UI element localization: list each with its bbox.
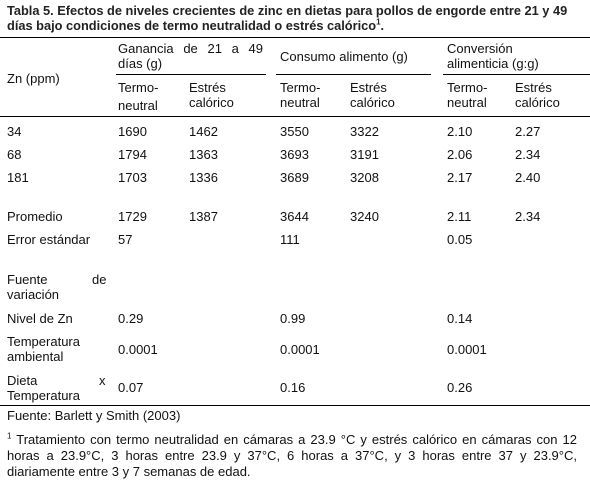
subheader-consumo-termo-l2: neutral [280,95,320,110]
cell-consumo-termo: 3693 [280,147,309,162]
subheader-ganancia-termo-l1: Termo- [118,80,159,95]
cell-ganancia-error: 57 [118,232,133,247]
cell-ganancia-estres: 1336 [189,170,218,185]
cell-consumo-p: 0.99 [280,311,306,326]
cell-consumo-error: 111 [280,232,300,247]
cell-conversion-estres: 2.40 [515,170,541,185]
cell-conversion-error: 0.05 [447,232,473,247]
cell-dieta-word: Dieta [7,373,38,388]
cell-conversion-estres: 2.27 [515,124,541,139]
header-conversion-line1: Conversión [447,41,513,56]
table-top-rule [0,37,590,38]
cell-ganancia-termo: 1729 [118,209,147,224]
cell-conversion-termo: 2.10 [447,124,473,139]
cell-conversion-p: 0.26 [447,380,473,395]
subheader-consumo-termo-l1: Termo- [280,80,321,95]
de-word: de [92,272,107,287]
cell-conversion-estres: 2.34 [515,209,541,224]
subheader-conversion-termo-l1: Termo- [447,80,488,95]
cell-ganancia-p: 0.07 [118,380,144,395]
cell-ganancia-p: 0.0001 [118,342,158,357]
header-conversion-line2: alimenticia (g:g) [447,56,539,71]
cell-ganancia-p: 0.29 [118,311,144,326]
cell-consumo-estres: 3191 [350,147,379,162]
cell-ganancia-termo: 1703 [118,170,147,185]
subheader-ganancia-estres-l1: Estrés [189,80,226,95]
cell-ganancia-termo: 1690 [118,124,147,139]
cell-conversion-estres: 2.34 [515,147,541,162]
conversion-group-rule [443,74,590,75]
variacion-word: variación [7,287,60,302]
header-ganancia-line2: días (g) [118,56,163,71]
cell-ganancia-termo: 1794 [118,147,147,162]
cell-temperatura-label-l2: ambiental [7,349,64,364]
cell-consumo-estres: 3208 [350,170,379,185]
cell-dieta-label-l2: Temperatura [7,388,80,403]
cell-consumo-estres: 3322 [350,124,379,139]
cell-conversion-p: 0.14 [447,311,473,326]
cell-error-label: Error estándar [7,232,91,247]
subheader-consumo-estres-l1: Estrés [350,80,387,95]
cell-promedio-label: Promedio [7,209,63,224]
cell-conversion-termo: 2.06 [447,147,473,162]
subheader-conversion-estres-l2: calórico [515,95,560,110]
table-caption-line2: días bajo condiciones de termo neutralid… [7,17,385,33]
subheader-conversion-estres-l1: Estrés [515,80,552,95]
footnote-line2: horas a 23.9°C, 3 horas entre 23.9 y 37°… [7,448,577,463]
footnote-line3: diariamente entre 3 y 7 semanas de edad. [7,464,251,479]
cell-ganancia-estres: 1363 [189,147,218,162]
cell-zn: 68 [7,147,22,162]
cell-conversion-termo: 2.17 [447,170,473,185]
table-source: Fuente: Barlett y Smith (2003) [7,408,181,423]
cell-zn: 34 [7,124,22,139]
ganancia-group-rule [116,74,266,75]
cell-consumo-estres: 3240 [350,209,379,224]
subheader-conversion-termo-l2: neutral [447,95,487,110]
cell-ganancia-estres: 1462 [189,124,218,139]
cell-consumo-termo: 3689 [280,170,309,185]
cell-x-word: x [99,373,106,388]
footnote-line1: 1 Tratamiento con termo neutralidad en c… [7,431,577,447]
header-consumo: Consumo alimento (g) [280,49,408,64]
subheader-ganancia-estres-l2: calórico [189,95,234,110]
table-bottom-rule [0,405,590,406]
table-caption-line1: Tabla 5. Efectos de niveles crecientes d… [7,3,568,18]
cell-conversion-p: 0.0001 [447,342,487,357]
cell-temperatura-label-l1: Temperatura [7,334,80,349]
fuente-word: Fuente [7,272,48,287]
caption-footnote-mark: 1 [376,17,381,27]
cell-nivel-zn-label: Nivel de Zn [7,311,73,326]
cell-conversion-termo: 2.11 [447,209,472,224]
cell-zn: 181 [7,170,29,185]
cell-consumo-termo: 3550 [280,124,309,139]
subheader-consumo-estres-l2: calórico [350,95,395,110]
footnote-mark: 1 [7,431,12,441]
cell-ganancia-estres: 1387 [189,209,218,224]
header-zn: Zn (ppm) [7,71,60,86]
consumo-group-rule [276,74,431,75]
cell-consumo-p: 0.0001 [280,342,320,357]
subheader-ganancia-termo-l2: neutral [118,98,158,113]
cell-consumo-termo: 3644 [280,209,309,224]
header-ganancia-line1: Ganancia de 21 a 49 [118,41,263,56]
header-bottom-rule [0,116,590,117]
cell-consumo-p: 0.16 [280,380,306,395]
